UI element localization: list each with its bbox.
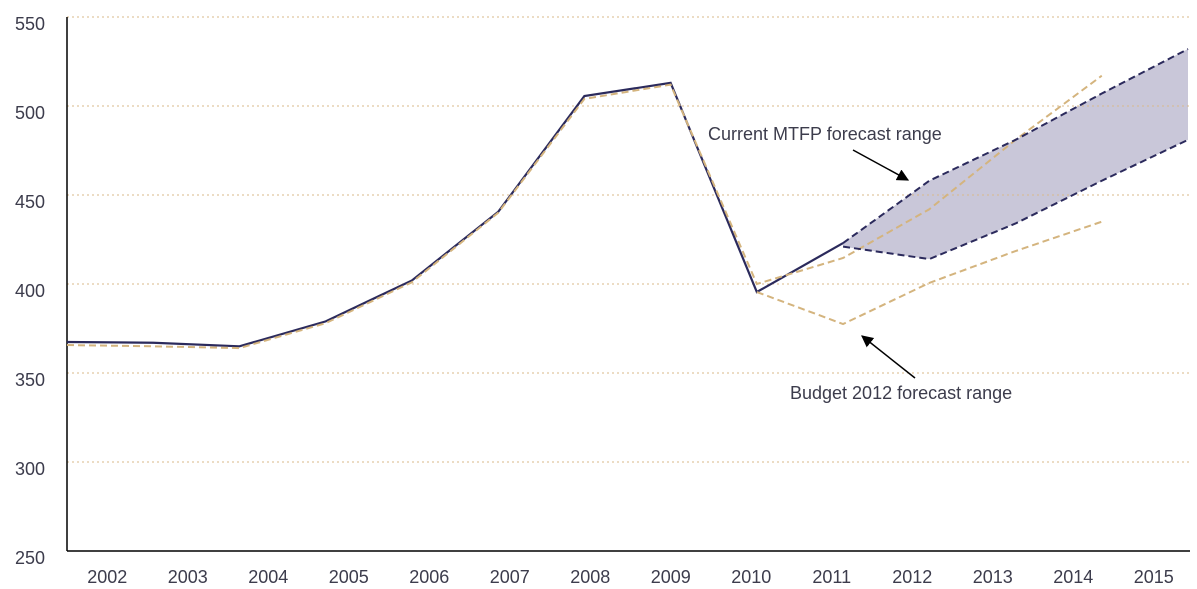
x-tick-label: 2012 bbox=[892, 567, 932, 587]
grid-layer bbox=[67, 16, 1190, 463]
series-line bbox=[756, 220, 1103, 326]
x-tick-label: 2014 bbox=[1053, 567, 1093, 587]
x-tick-label: 2004 bbox=[248, 567, 288, 587]
series-line bbox=[842, 48, 1189, 244]
x-tick-label: 2003 bbox=[168, 567, 208, 587]
y-tick-label: 250 bbox=[15, 548, 45, 568]
annotation: Current MTFP forecast range bbox=[708, 124, 942, 144]
range-area bbox=[843, 49, 1188, 260]
y-tick-label: 550 bbox=[15, 14, 45, 34]
x-tick-label: 2007 bbox=[490, 567, 530, 587]
y-tick-label: 500 bbox=[15, 103, 45, 123]
x-tick-label: 2015 bbox=[1134, 567, 1174, 587]
y-tick-label: 350 bbox=[15, 370, 45, 390]
annotation-arrow bbox=[852, 149, 910, 181]
annotation: Budget 2012 forecast range bbox=[790, 383, 1012, 403]
fill-layer bbox=[843, 49, 1188, 260]
x-tick-label: 2006 bbox=[409, 567, 449, 587]
annotation-arrow bbox=[861, 335, 916, 379]
y-tick-label: 450 bbox=[15, 192, 45, 212]
x-tick-label: 2009 bbox=[651, 567, 691, 587]
y-tick-label: 300 bbox=[15, 459, 45, 479]
x-tick-label: 2010 bbox=[731, 567, 771, 587]
series-line bbox=[66, 81, 844, 348]
x-tick-label: 2008 bbox=[570, 567, 610, 587]
x-tick-label: 2013 bbox=[973, 567, 1013, 587]
x-tick-label: 2005 bbox=[329, 567, 369, 587]
x-tick-label: 2002 bbox=[87, 567, 127, 587]
series-line bbox=[66, 74, 1103, 350]
x-tick-label: 2011 bbox=[812, 567, 851, 587]
y-tick-label: 400 bbox=[15, 281, 45, 301]
series-line bbox=[842, 138, 1189, 261]
